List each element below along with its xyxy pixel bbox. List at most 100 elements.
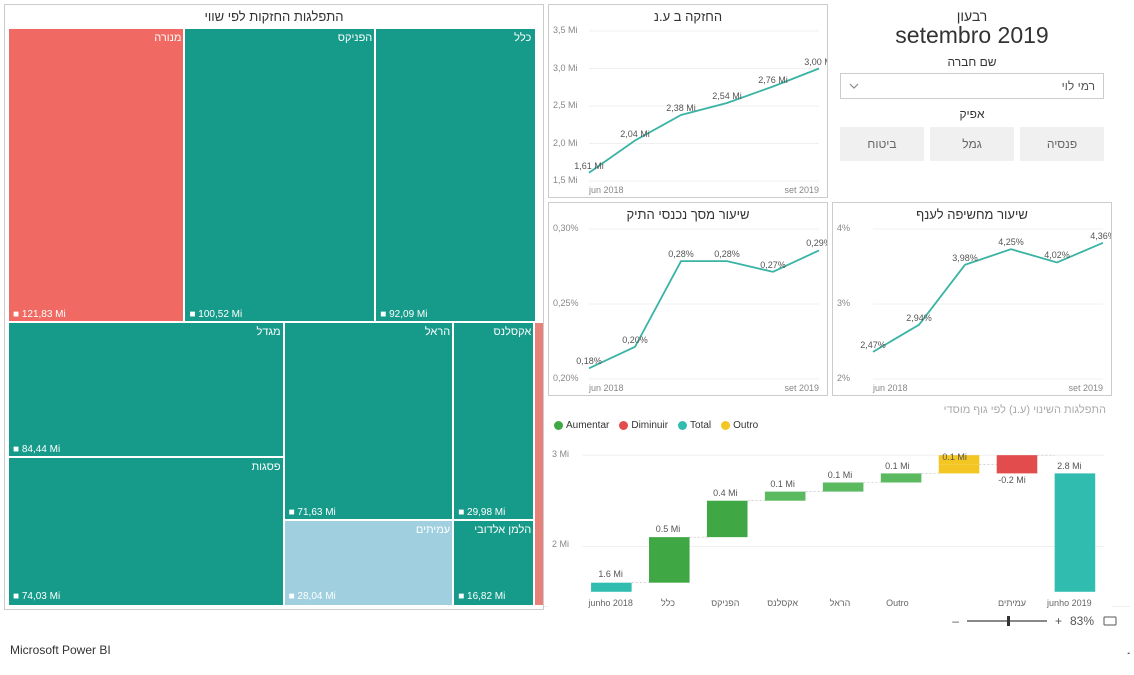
treemap-cell[interactable]: פסגות ■ 74,03 Mi — [9, 458, 285, 605]
treemap-cell-name: הלמן אלדובי — [474, 524, 531, 536]
waterfall-panel[interactable]: התפלגות השינוי (ע.נ) לפי גוף מוסדי Aumen… — [548, 400, 1112, 610]
axis-tick: 0,25% — [553, 298, 579, 308]
treemap-cell-name: עמיתים — [416, 524, 450, 536]
data-label: 2.8 Mi — [1057, 461, 1082, 471]
channel-label: אפיק — [959, 107, 984, 121]
treemap-cell-value: ■ 121,83 Mi — [13, 309, 66, 320]
treemap-cell-value: ■ 71,63 Mi — [289, 507, 336, 518]
treemap-cell-name: פסגות — [252, 461, 281, 473]
company-selected-value: רמי לוי — [1062, 79, 1095, 93]
zoom-out-button[interactable]: – — [952, 614, 959, 628]
axis-tick: 2,0 Mi — [553, 138, 578, 148]
axis-tick: set 2019 — [784, 185, 819, 195]
data-label: 0,20% — [622, 335, 648, 345]
data-label: 0,29% — [806, 238, 828, 248]
report-canvas: התפלגות החזקות לפי שווי מנורה■ 121,83 Mi… — [0, 0, 1134, 675]
axis-tick: 2,5 Mi — [553, 100, 578, 110]
axis-tick: עמיתים — [998, 598, 1026, 608]
axis-tick: 2% — [837, 373, 850, 383]
treemap-cell[interactable]: כלל ■ 92,09 Mi — [376, 29, 535, 323]
treemap-cell[interactable]: אקסלנס■ 29,98 Mi — [454, 323, 535, 522]
zoom-slider-thumb[interactable] — [1007, 616, 1010, 626]
treemap-cell-value: ■ 100,52 Mi — [189, 309, 242, 320]
data-label: 4,25% — [998, 237, 1024, 247]
treemap-cell-name: אקסלנס — [494, 326, 532, 338]
legend-item: Diminuir — [619, 420, 668, 431]
axis-tick: אקסלנס — [767, 598, 798, 608]
legend-item: Outro — [721, 420, 758, 431]
treemap-cell-name: מנורה — [154, 32, 181, 44]
treemap-cell-value: ■ 28,04 Mi — [289, 591, 336, 602]
data-label: 2,47% — [860, 340, 886, 350]
treemap-cell[interactable]: עמיתים ■ 28,04 Mi — [285, 521, 455, 605]
legend-item: Total — [678, 420, 711, 431]
treemap-cell[interactable]: הלמן אלדובי ■ 16,82 Mi — [454, 521, 535, 605]
data-label: 0.4 Mi — [713, 488, 738, 498]
line-sector-title: שיעור מחשיפה לענף — [833, 203, 1111, 224]
line-sector-panel[interactable]: שיעור מחשיפה לענף 2%3%4%jun 2018set 2019… — [832, 202, 1112, 396]
report-date: setembro 2019 — [895, 22, 1048, 49]
axis-tick: 3 Mi — [552, 449, 569, 459]
channel-tab[interactable]: ביטוח — [840, 127, 924, 161]
zoom-in-button[interactable]: + — [1055, 614, 1062, 628]
data-label: 0,27% — [760, 260, 786, 270]
powerbi-brand-link[interactable]: Microsoft Power BI — [4, 643, 111, 671]
line-holdings-panel[interactable]: החזקה ב ע.נ 1,5 Mi2,0 Mi2,5 Mi3,0 Mi3,5 … — [548, 4, 828, 198]
treemap-cell-name: מגדל — [256, 326, 280, 338]
treemap-cell-name: כלל — [514, 32, 531, 44]
axis-tick: 3,0 Mi — [553, 63, 578, 73]
axis-tick: הפניקס — [711, 598, 739, 608]
treemap-panel[interactable]: התפלגות החזקות לפי שווי מנורה■ 121,83 Mi… — [4, 4, 544, 610]
axis-tick: set 2019 — [784, 383, 819, 393]
treemap-cell[interactable] — [535, 323, 543, 605]
data-label: 0.1 Mi — [828, 470, 853, 480]
channel-tab[interactable]: גמל — [930, 127, 1014, 161]
zoom-slider-track[interactable] — [967, 620, 1047, 622]
treemap-cell[interactable]: מנורה ■ 121,83 Mi — [9, 29, 185, 323]
treemap-cell-value: ■ 84,44 Mi — [13, 444, 60, 455]
chevron-down-icon — [849, 81, 859, 91]
axis-tick: 3% — [837, 298, 850, 308]
zoom-value: 83% — [1070, 614, 1094, 628]
data-label: 2,94% — [906, 313, 932, 323]
data-label: 0,28% — [714, 249, 740, 259]
line-holdings-title: החזקה ב ע.נ — [549, 5, 827, 26]
waterfall-legend: Aumentar Diminuir Total Outro — [548, 420, 1112, 435]
data-label: 1.6 Mi — [598, 569, 623, 579]
data-label: 0.1 Mi — [942, 452, 967, 462]
channel-tab[interactable]: פנסיה — [1020, 127, 1104, 161]
line-portfolio-panel[interactable]: שיעור מסך נכנסי התיק 0,20%0,25%0,30%jun … — [548, 202, 828, 396]
share-icon[interactable] — [1127, 651, 1130, 654]
treemap-cell-value: ■ 16,82 Mi — [458, 591, 505, 602]
data-label: 0.5 Mi — [656, 524, 681, 534]
axis-tick: 1,5 Mi — [553, 175, 578, 185]
data-label: 3,98% — [952, 253, 978, 263]
fit-to-page-icon[interactable] — [1102, 613, 1118, 629]
axis-tick: Outro — [886, 598, 909, 608]
company-select[interactable]: רמי לוי — [840, 73, 1104, 99]
axis-tick: כלל — [661, 598, 675, 608]
data-label: 2,38 Mi — [666, 103, 696, 113]
treemap-cell[interactable]: הפניקס ■ 100,52 Mi — [185, 29, 376, 323]
treemap-cell-name: הראל — [425, 326, 450, 338]
treemap-cell-value: ■ 92,09 Mi — [380, 309, 427, 320]
treemap-cell-name: הפניקס — [338, 32, 373, 44]
legend-item: Aumentar — [554, 420, 609, 431]
zoom-control[interactable]: – + 83% — [952, 613, 1118, 629]
axis-tick: junho 2018 — [588, 598, 633, 608]
footer-bar: – + 83% — [4, 606, 1130, 639]
data-label: 3,00 Mi — [804, 57, 828, 67]
axis-tick: jun 2018 — [589, 383, 624, 393]
axis-tick: 0,20% — [553, 373, 579, 383]
axis-tick: 2 Mi — [552, 539, 569, 549]
treemap-cell[interactable]: הראל ■ 71,63 Mi — [285, 323, 455, 522]
axis-tick: jun 2018 — [873, 383, 908, 393]
data-label: 1,61 Mi — [574, 161, 604, 171]
data-label: 0.1 Mi — [885, 461, 910, 471]
axis-tick: jun 2018 — [589, 185, 624, 195]
fullscreen-icon[interactable] — [1127, 665, 1130, 668]
treemap-cell-value: ■ 74,03 Mi — [13, 591, 60, 602]
axis-tick: הראל — [830, 598, 851, 608]
treemap-cell[interactable]: מגדל ■ 84,44 Mi — [9, 323, 285, 458]
axis-tick: junho 2019 — [1047, 598, 1092, 608]
